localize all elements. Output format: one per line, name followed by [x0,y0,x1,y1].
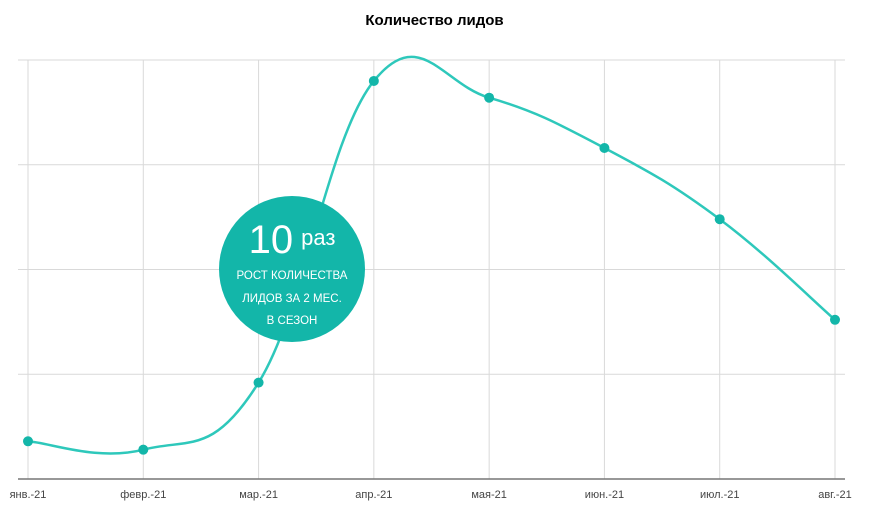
data-point [599,142,610,153]
x-tick-label: авг.-21 [818,489,852,501]
badge-line-2: ЛИДОВ ЗА 2 МЕС. [242,293,342,305]
data-point [484,92,495,103]
badge-unit: раз [301,225,336,250]
x-tick-label: июл.-21 [700,489,740,501]
x-tick-label: июн.-21 [585,489,624,501]
data-point [830,314,840,325]
chart-title: Количество лидов [365,12,504,29]
x-tick-label: февр.-21 [120,489,166,501]
x-tick-label: янв.-21 [10,489,47,501]
data-point [714,214,725,225]
x-tick-label: апр.-21 [355,489,392,501]
growth-badge: 10 раз РОСТ КОЛИЧЕСТВА ЛИДОВ ЗА 2 МЕС. В … [219,196,365,342]
data-point [253,377,264,388]
x-tick-label: мар.-21 [239,489,278,501]
series-line [27,55,836,455]
badge-number: 10 [248,218,294,262]
data-point [23,436,33,447]
badge-line-1: РОСТ КОЛИЧЕСТВА [236,270,348,282]
badge-line-3: В СЕЗОН [266,315,318,327]
data-point [138,444,149,455]
x-tick-label: мая-21 [471,489,507,501]
data-point [368,75,379,86]
badge-number-block: 10 раз [219,218,365,262]
